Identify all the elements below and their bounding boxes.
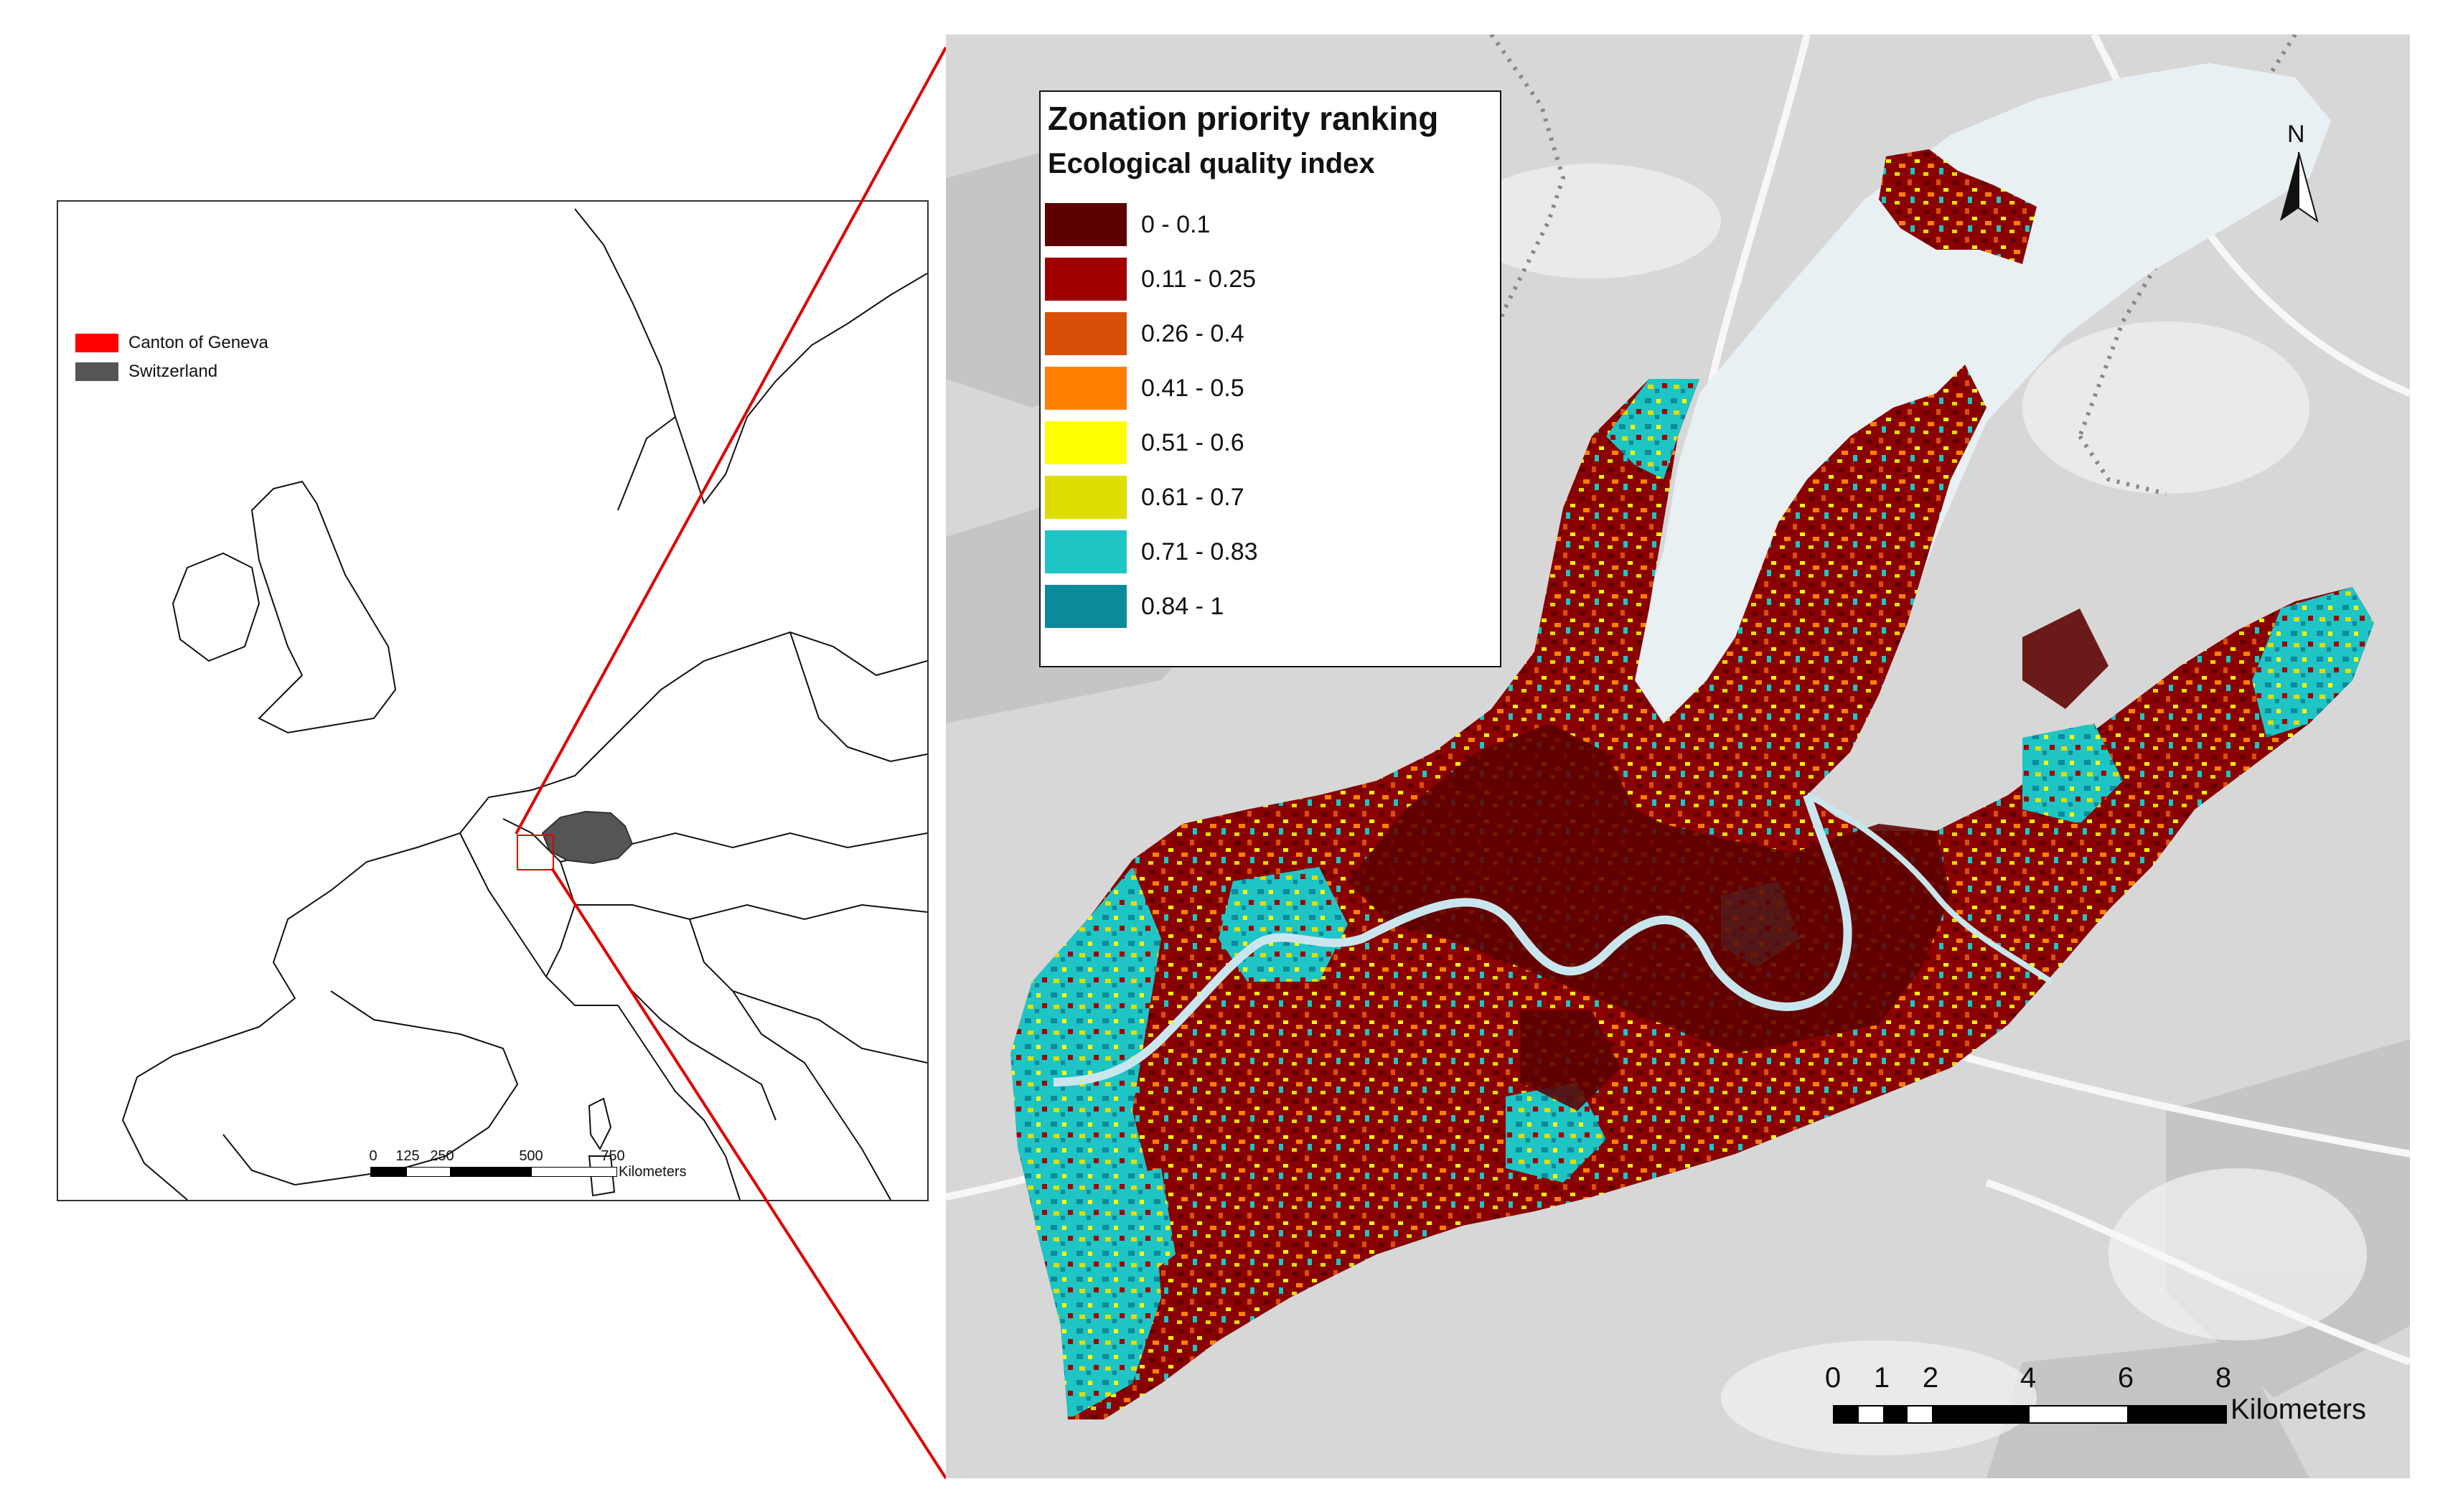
legend-subtitle: Ecological quality index xyxy=(1048,148,1375,179)
zoom-line-top xyxy=(515,47,947,835)
legend-swatch xyxy=(1045,476,1127,519)
legend-item: 0.41 - 0.5 xyxy=(1045,363,1258,413)
north-arrow-icon xyxy=(2280,151,2319,223)
legend-item: 0.71 - 0.83 xyxy=(1045,527,1258,577)
legend-label: Switzerland xyxy=(128,362,218,381)
scale-tick: 8 xyxy=(2215,1362,2232,1394)
europe-outline-map xyxy=(121,208,927,1200)
legend-item-label: 0.71 - 0.83 xyxy=(1141,537,1258,565)
inset-scale-bar: 0 125 250 500 750 Kilometers xyxy=(369,1148,801,1184)
main-scale-bar: 0 1 2 4 6 8 Kilometers xyxy=(1814,1362,2403,1448)
main-map-geneva: Zonation priority ranking Ecological qua… xyxy=(946,34,2410,1478)
scale-bar-graphic xyxy=(370,1167,617,1177)
legend-item: 0 - 0.1 xyxy=(1045,199,1258,250)
scale-ticks: 0 1 2 4 6 8 xyxy=(1814,1362,2245,1398)
zoom-line-bottom xyxy=(550,867,947,1480)
rhone-river xyxy=(1053,794,1852,1086)
legend-item: 0.26 - 0.4 xyxy=(1045,309,1258,359)
scale-unit: Kilometers xyxy=(2231,1394,2366,1425)
legend-item-label: 0.26 - 0.4 xyxy=(1141,319,1244,347)
great-britain xyxy=(250,480,397,734)
scale-tick: 4 xyxy=(2020,1362,2037,1394)
scale-tick: 2 xyxy=(1922,1362,1939,1394)
legend-swatch-geneva xyxy=(75,334,118,352)
legend-swatch xyxy=(1045,530,1127,573)
legend-swatch xyxy=(1045,585,1127,628)
legend-item-label: 0.11 - 0.25 xyxy=(1141,265,1257,293)
north-arrow: N xyxy=(2270,121,2327,264)
sardinia xyxy=(588,1155,616,1197)
legend-label: Canton of Geneva xyxy=(128,333,268,352)
scale-bar-graphic xyxy=(1833,1405,2227,1424)
scale-tick: 1 xyxy=(1873,1362,1890,1394)
scale-tick: 0 xyxy=(369,1148,377,1164)
legend-item-label: 0.41 - 0.5 xyxy=(1141,374,1244,402)
legend-item: 0.84 - 1 xyxy=(1045,581,1258,631)
switzerland-shape xyxy=(541,810,634,865)
legend-item: 0.11 - 0.25 xyxy=(1045,254,1258,304)
inset-legend: Canton of Geneva Switzerland xyxy=(75,332,268,389)
legend-item-label: 0.61 - 0.7 xyxy=(1141,483,1244,511)
north-label: N xyxy=(2287,121,2305,148)
scale-tick: 6 xyxy=(2117,1362,2134,1394)
iberia xyxy=(222,990,519,1186)
legend-item: 0.61 - 0.7 xyxy=(1045,472,1258,522)
legend-swatch xyxy=(1045,203,1127,246)
legend-swatch-switzerland xyxy=(75,362,118,381)
legend-title: Zonation priority ranking xyxy=(1048,100,1439,137)
legend-item-label: 0 - 0.1 xyxy=(1141,210,1211,238)
northern-enclave xyxy=(1879,149,2037,264)
scandinavia-coast xyxy=(574,208,927,505)
ireland xyxy=(172,552,261,662)
scale-tick: 0 xyxy=(1824,1362,1842,1394)
low-quality-core xyxy=(1348,609,2108,1111)
scale-tick: 250 xyxy=(430,1148,454,1164)
legend-item: 0.51 - 0.6 xyxy=(1045,418,1258,468)
legend-item-label: 0.51 - 0.6 xyxy=(1141,428,1244,456)
legend-swatch xyxy=(1045,367,1127,410)
scale-ticks: 0 125 250 500 750 xyxy=(369,1148,801,1167)
arve-river xyxy=(1806,792,2053,985)
geneva-highlight-box xyxy=(517,835,554,870)
inset-map-europe: Canton of Geneva Switzerland 0 125 250 5… xyxy=(57,200,929,1201)
scale-tick: 125 xyxy=(395,1148,420,1164)
scale-tick: 750 xyxy=(601,1148,625,1164)
corsica xyxy=(588,1097,612,1151)
legend-swatch xyxy=(1045,312,1127,355)
inset-legend-item: Canton of Geneva xyxy=(75,332,268,354)
scale-unit: Kilometers xyxy=(619,1164,687,1180)
inset-legend-item: Switzerland xyxy=(75,360,268,383)
legend-items: 0 - 0.1 0.11 - 0.25 0.26 - 0.4 0.41 - 0.… xyxy=(1045,199,1258,636)
continent-coast xyxy=(121,631,927,1200)
legend-swatch xyxy=(1045,258,1127,301)
map-legend: Zonation priority ranking Ecological qua… xyxy=(1039,90,1501,667)
italy xyxy=(617,1005,741,1200)
legend-item-label: 0.84 - 1 xyxy=(1141,592,1224,620)
legend-swatch xyxy=(1045,421,1127,464)
scale-tick: 500 xyxy=(519,1148,543,1164)
